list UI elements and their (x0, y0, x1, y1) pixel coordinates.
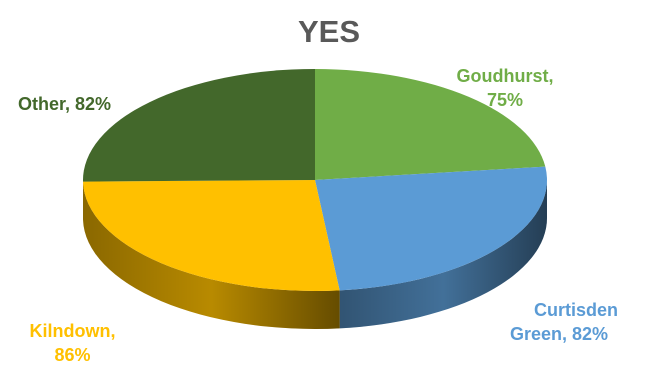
data-label-kilndown: Kilndown, 86% (0, 319, 145, 367)
pie-slice-other (83, 69, 315, 182)
data-label-kilndown-line2: 86% (54, 345, 91, 365)
pie-sides (83, 180, 547, 329)
pie-slice-kilndown (83, 180, 340, 291)
chart-title: YES (297, 14, 361, 49)
data-label-goudhurst-line1: Goudhurst, (456, 66, 554, 86)
data-label-other: Other, 82% (18, 92, 178, 116)
data-label-curtisden-line1: Curtisden (534, 300, 619, 320)
pie-slice-goudhurst (315, 69, 546, 180)
data-label-goudhurst: Goudhurst, 75% (430, 64, 580, 112)
data-label-other-line1: Other, 82% (18, 94, 112, 114)
pie-tops (83, 69, 547, 291)
data-label-curtisden-line2: Green, 82% (510, 324, 609, 344)
data-label-kilndown-line1: Kilndown, (29, 321, 116, 341)
pie-side-shade (83, 181, 340, 329)
pie-slice-curtisden-green (315, 166, 547, 291)
data-label-curtisden-green: Curtisden Green, 82% (510, 298, 652, 346)
pie-side-shade (339, 180, 547, 329)
data-label-goudhurst-line2: 75% (486, 90, 524, 110)
